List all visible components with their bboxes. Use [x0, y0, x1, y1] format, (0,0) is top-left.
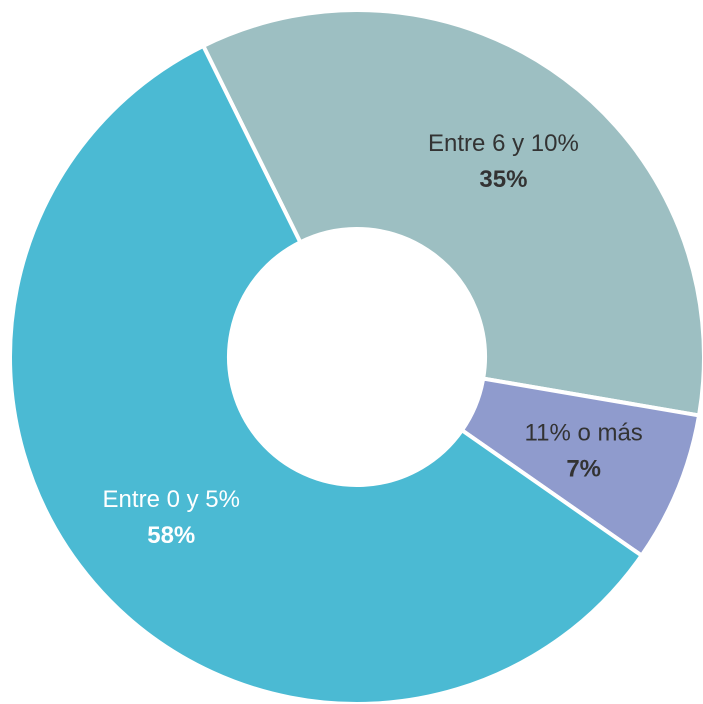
segment-label: Entre 6 y 10% [428, 130, 579, 157]
donut-segment [200, 8, 703, 418]
segment-label: Entre 0 y 5% [103, 486, 240, 513]
segment-value-label: 58% [147, 522, 195, 549]
segment-value-label: 7% [566, 455, 601, 482]
segment-label: 11% o más [525, 419, 643, 446]
segment-value-label: 35% [479, 166, 527, 193]
